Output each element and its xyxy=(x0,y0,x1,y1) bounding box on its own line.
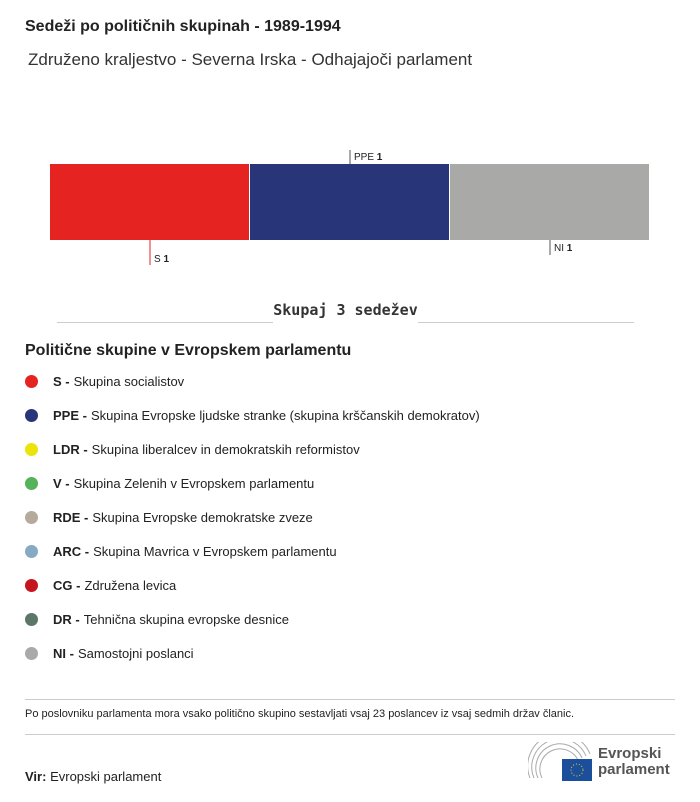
legend-swatch xyxy=(25,579,38,592)
legend-item: ARC - Skupina Mavrica v Evropskem parlame… xyxy=(25,544,337,559)
legend-item: NI - Samostojni poslanci xyxy=(25,646,194,661)
legend-name: Skupina Zelenih v Evropskem parlamentu xyxy=(73,476,315,491)
legend-abbr: NI - xyxy=(53,646,74,661)
legend-abbr: S - xyxy=(53,374,70,389)
data-label-value: 1 xyxy=(163,254,169,265)
legend-item: DR - Tehnična skupina evropske desnice xyxy=(25,612,289,627)
data-label-PPE: PPE 1 xyxy=(354,152,383,163)
legend-swatch xyxy=(25,647,38,660)
legend-item: RDE - Skupina Evropske demokratske zveze xyxy=(25,510,313,525)
legend-name: Skupina Mavrica v Evropskem parlamentu xyxy=(93,544,337,559)
legend-swatch xyxy=(25,409,38,422)
chart-title: Sedeži po političnih skupinah - 1989-199… xyxy=(25,18,341,35)
legend-name: Skupina socialistov xyxy=(73,374,185,389)
legend-item: S - Skupina socialistov xyxy=(25,374,184,389)
divider-left xyxy=(57,322,273,323)
total-seats: Skupaj 3 sedežev xyxy=(273,301,418,319)
legend-abbr: DR - xyxy=(53,612,80,627)
legend-name: Skupina liberalcev in demokratskih refor… xyxy=(91,442,360,457)
data-label-category: PPE xyxy=(354,152,374,163)
logo-line1: Evropski xyxy=(598,745,662,762)
eu-flag-icon xyxy=(562,759,592,781)
data-label-category: NI xyxy=(554,243,564,254)
ep-logo: Evropski parlament xyxy=(528,742,670,782)
legend-abbr: V - xyxy=(53,476,70,491)
legend-abbr: ARC - xyxy=(53,544,90,559)
legend-name: Združena levica xyxy=(84,578,177,593)
legend-swatch xyxy=(25,545,38,558)
legend-name: Skupina Evropske demokratske zveze xyxy=(92,510,313,525)
legend-name: Skupina Evropske ljudske stranke (skupin… xyxy=(90,408,480,423)
note-divider-top xyxy=(25,699,675,700)
legend-abbr: CG - xyxy=(53,578,81,593)
source-value: Evropski parlament xyxy=(50,769,162,784)
data-label-S: S 1 xyxy=(154,254,169,265)
source-label: Vir: xyxy=(25,769,47,784)
data-label-value: 1 xyxy=(377,152,383,163)
footnote: Po poslovniku parlamenta mora vsako poli… xyxy=(25,708,575,720)
divider-right xyxy=(418,322,634,323)
legend-title: Politične skupine v Evropskem parlamentu xyxy=(25,342,352,359)
legend-abbr: RDE - xyxy=(53,510,89,525)
legend-name: Tehnična skupina evropske desnice xyxy=(83,612,289,627)
logo-line2: parlament xyxy=(598,761,670,778)
source: Vir: Evropski parlament xyxy=(25,769,161,784)
legend-swatch xyxy=(25,477,38,490)
legend-name: Samostojni poslanci xyxy=(77,646,194,661)
data-label-value: 1 xyxy=(567,243,573,254)
data-label-NI: NI 1 xyxy=(554,243,573,254)
bar-segment-PPE xyxy=(250,164,449,240)
legend-item: LDR - Skupina liberalcev in demokratskih … xyxy=(25,442,360,457)
legend-abbr: LDR - xyxy=(53,442,88,457)
legend-swatch xyxy=(25,443,38,456)
bar-segment-NI xyxy=(450,164,649,240)
legend-swatch xyxy=(25,375,38,388)
legend-abbr: PPE - xyxy=(53,408,87,423)
legend-item: V - Skupina Zelenih v Evropskem parlament… xyxy=(25,476,314,491)
legend-swatch xyxy=(25,613,38,626)
legend-swatch xyxy=(25,511,38,524)
legend-item: PPE - Skupina Evropske ljudske stranke (s… xyxy=(25,408,480,423)
chart-subtitle: Združeno kraljestvo - Severna Irska - Od… xyxy=(28,50,473,69)
bar-segment-S xyxy=(50,164,249,240)
legend-item: CG - Združena levica xyxy=(25,578,176,593)
note-divider-bottom xyxy=(25,734,675,735)
parliament-hemicycle-icon xyxy=(528,742,592,781)
data-label-category: S xyxy=(154,254,161,265)
